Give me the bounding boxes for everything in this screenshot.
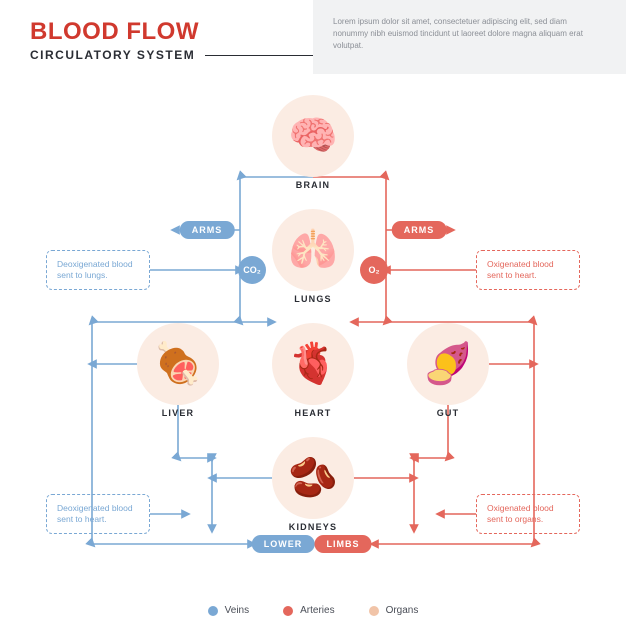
organ-gut: 🍠 <box>407 323 489 405</box>
diagram-canvas: 🧠 BRAIN 🫁 LUNGS 🫀 HEART 🍖 LIVER 🍠 GUT 🫘 KIDNEYS ARMS… <box>0 74 626 584</box>
organ-label-brain: BRAIN <box>253 180 373 190</box>
organ-liver: 🍖 <box>137 323 219 405</box>
brain-icon: 🧠 <box>288 116 338 156</box>
organ-label-lungs: LUNGS <box>253 294 373 304</box>
liver-icon: 🍖 <box>153 344 203 384</box>
page-subtitle: CIRCULATORY SYSTEM <box>30 48 313 62</box>
gas-badge: CO₂ <box>238 256 266 284</box>
page-title: BLOOD FLOW <box>30 18 313 46</box>
pill-lower-2: LOWER <box>252 535 315 553</box>
heart-icon: 🫀 <box>288 344 338 384</box>
organ-label-kidneys: KIDNEYS <box>253 522 373 532</box>
gas-badge: O₂ <box>360 256 388 284</box>
organ-kidneys: 🫘 <box>272 437 354 519</box>
note-box-3: Oxigenated blood sent to organs. <box>476 494 580 534</box>
legend-label: Organs <box>386 605 419 616</box>
legend-arteries: Arteries <box>283 605 334 616</box>
pill-arms-1: ARMS <box>392 221 447 239</box>
legend-label: Veins <box>225 605 249 616</box>
header: BLOOD FLOW CIRCULATORY SYSTEM Lorem ipsu… <box>0 0 626 74</box>
organ-lungs: 🫁 <box>272 209 354 291</box>
pill-limbs-3: LIMBS <box>315 535 372 553</box>
gut-icon: 🍠 <box>423 344 473 384</box>
organ-label-liver: LIVER <box>118 408 238 418</box>
legend-dot-organs <box>369 606 379 616</box>
legend-label: Arteries <box>300 605 334 616</box>
legend: Veins Arteries Organs <box>0 605 626 616</box>
legend-organs: Organs <box>369 605 419 616</box>
legend-dot-veins <box>208 606 218 616</box>
kidneys-icon: 🫘 <box>288 458 338 498</box>
organ-label-gut: GUT <box>388 408 508 418</box>
note-box-0: Deoxigenated blood sent to lungs. <box>46 250 150 290</box>
header-body: Lorem ipsum dolor sit amet, consectetuer… <box>313 0 626 74</box>
legend-dot-arteries <box>283 606 293 616</box>
organ-heart: 🫀 <box>272 323 354 405</box>
lungs-icon: 🫁 <box>288 230 338 270</box>
legend-veins: Veins <box>208 605 249 616</box>
organ-label-heart: HEART <box>253 408 373 418</box>
organ-brain: 🧠 <box>272 95 354 177</box>
header-left: BLOOD FLOW CIRCULATORY SYSTEM <box>0 0 313 74</box>
pill-arms-0: ARMS <box>180 221 235 239</box>
note-box-1: Oxigenated blood sent to heart. <box>476 250 580 290</box>
note-box-2: Deoxigenated blood sent to heart. <box>46 494 150 534</box>
